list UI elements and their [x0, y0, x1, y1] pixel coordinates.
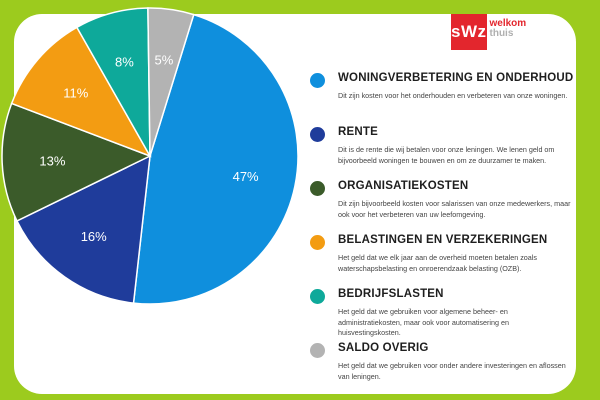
legend-description: Dit zijn bijvoorbeeld kosten voor salari…: [338, 199, 571, 219]
legend-item-bedrijfslasten: BEDRIJFSLASTEN Het geld dat we gebruiken…: [310, 288, 580, 342]
logo-tagline-line1: welkom: [489, 18, 527, 29]
legend-dot: [310, 181, 325, 196]
legend-item-belastingen: BELASTINGEN EN VERZEKERINGEN Het geld da…: [310, 234, 580, 288]
pie-slice-belastingen: [10, 26, 152, 158]
pie-slice-saldo-overig: [147, 7, 195, 157]
legend-dot: [310, 127, 325, 142]
legend-description: Het geld dat we gebruiken voor algemene …: [338, 307, 509, 337]
legend-description: Het geld dat we elk jaar aan de overheid…: [338, 253, 537, 273]
pie-label-woningverbetering: 47%: [233, 169, 259, 184]
logo-tagline-line2: thuis: [489, 28, 514, 39]
pie-slice-rente: [15, 154, 151, 304]
legend-title: RENTE: [338, 126, 378, 138]
legend-dot: [310, 73, 325, 88]
legend-item-organisatiekosten: ORGANISATIEKOSTEN Dit zijn bijvoorbeeld …: [310, 180, 580, 234]
legend-item-woningverbetering: WONINGVERBETERING EN ONDERHOUD Dit zijn …: [310, 72, 580, 126]
logo-tagline: welkom thuis: [487, 14, 527, 50]
legend-description: Het geld dat we gebruiken voor onder and…: [338, 361, 566, 381]
legend-title: ORGANISATIEKOSTEN: [338, 180, 469, 192]
legend-dot: [310, 289, 325, 304]
legend-item-saldo-overig: SALDO OVERIG Het geld dat we gebruiken v…: [310, 342, 580, 396]
pie-slice-woningverbetering: [132, 13, 299, 305]
swz-logo: sWz welkom thuis: [451, 14, 526, 50]
pie-slice-organisatiekosten: [1, 102, 152, 222]
pie-label-bedrijfslasten: 8%: [115, 55, 134, 70]
legend: WONINGVERBETERING EN ONDERHOUD Dit zijn …: [310, 72, 580, 396]
legend-title: BEDRIJFSLASTEN: [338, 288, 444, 300]
pie-label-belastingen: 11%: [63, 85, 88, 100]
pie-label-saldo-overig: 5%: [155, 52, 174, 67]
logo-mark: sWz: [451, 14, 487, 50]
legend-title: SALDO OVERIG: [338, 342, 429, 354]
legend-dot: [310, 343, 325, 358]
legend-item-rente: RENTE Dit is de rente die wij betalen vo…: [310, 126, 580, 180]
legend-description: Dit zijn kosten voor het onderhouden en …: [338, 91, 568, 100]
legend-dot: [310, 235, 325, 250]
pie-label-rente: 16%: [81, 229, 107, 244]
pie-label-organisatiekosten: 13%: [39, 153, 65, 168]
legend-description: Dit is de rente die wij betalen voor onz…: [338, 145, 555, 165]
legend-title: WONINGVERBETERING EN ONDERHOUD: [338, 72, 574, 84]
legend-title: BELASTINGEN EN VERZEKERINGEN: [338, 234, 548, 246]
pie-chart: 47% 16% 13% 11% 8% 5%: [1, 7, 299, 305]
